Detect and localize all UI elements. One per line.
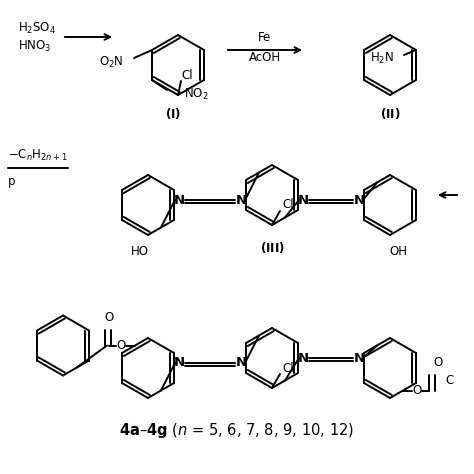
Text: N: N	[354, 193, 365, 207]
Text: N: N	[354, 352, 365, 365]
Text: $\mathbf{(I)}$: $\mathbf{(I)}$	[165, 106, 181, 120]
Text: HNO$_3$: HNO$_3$	[18, 38, 52, 54]
Text: Cl: Cl	[282, 362, 293, 374]
Text: N: N	[173, 356, 184, 370]
Text: NO$_2$: NO$_2$	[184, 86, 209, 101]
Text: O: O	[117, 339, 126, 352]
Text: O: O	[433, 356, 442, 369]
Text: H$_2$N: H$_2$N	[370, 50, 394, 65]
Text: AcOH: AcOH	[249, 51, 281, 64]
Text: p: p	[8, 175, 16, 189]
Text: C: C	[445, 374, 453, 387]
Text: O: O	[412, 384, 421, 397]
Text: O$_2$N: O$_2$N	[100, 55, 124, 70]
Text: Cl: Cl	[181, 69, 192, 82]
Text: $\mathbf{4a}$–$\mathbf{4g}$ ($n$ = 5, 6, 7, 8, 9, 10, 12): $\mathbf{4a}$–$\mathbf{4g}$ ($n$ = 5, 6,…	[119, 420, 355, 439]
Text: O: O	[104, 311, 114, 324]
Text: N: N	[236, 356, 246, 370]
Text: N: N	[236, 193, 246, 207]
Text: H$_2$SO$_4$: H$_2$SO$_4$	[18, 20, 56, 36]
Text: $\mathbf{(III)}$: $\mathbf{(III)}$	[260, 239, 284, 255]
Text: $\mathbf{(II)}$: $\mathbf{(II)}$	[380, 106, 400, 120]
Text: N: N	[173, 193, 184, 207]
Text: HO: HO	[131, 245, 149, 257]
Text: Fe: Fe	[258, 30, 272, 44]
Text: N: N	[297, 352, 309, 365]
Text: N: N	[297, 193, 309, 207]
Text: $-$C$_n$H$_{2n+1}$: $-$C$_n$H$_{2n+1}$	[8, 147, 68, 163]
Text: OH: OH	[389, 245, 407, 257]
Text: Cl: Cl	[282, 199, 293, 211]
